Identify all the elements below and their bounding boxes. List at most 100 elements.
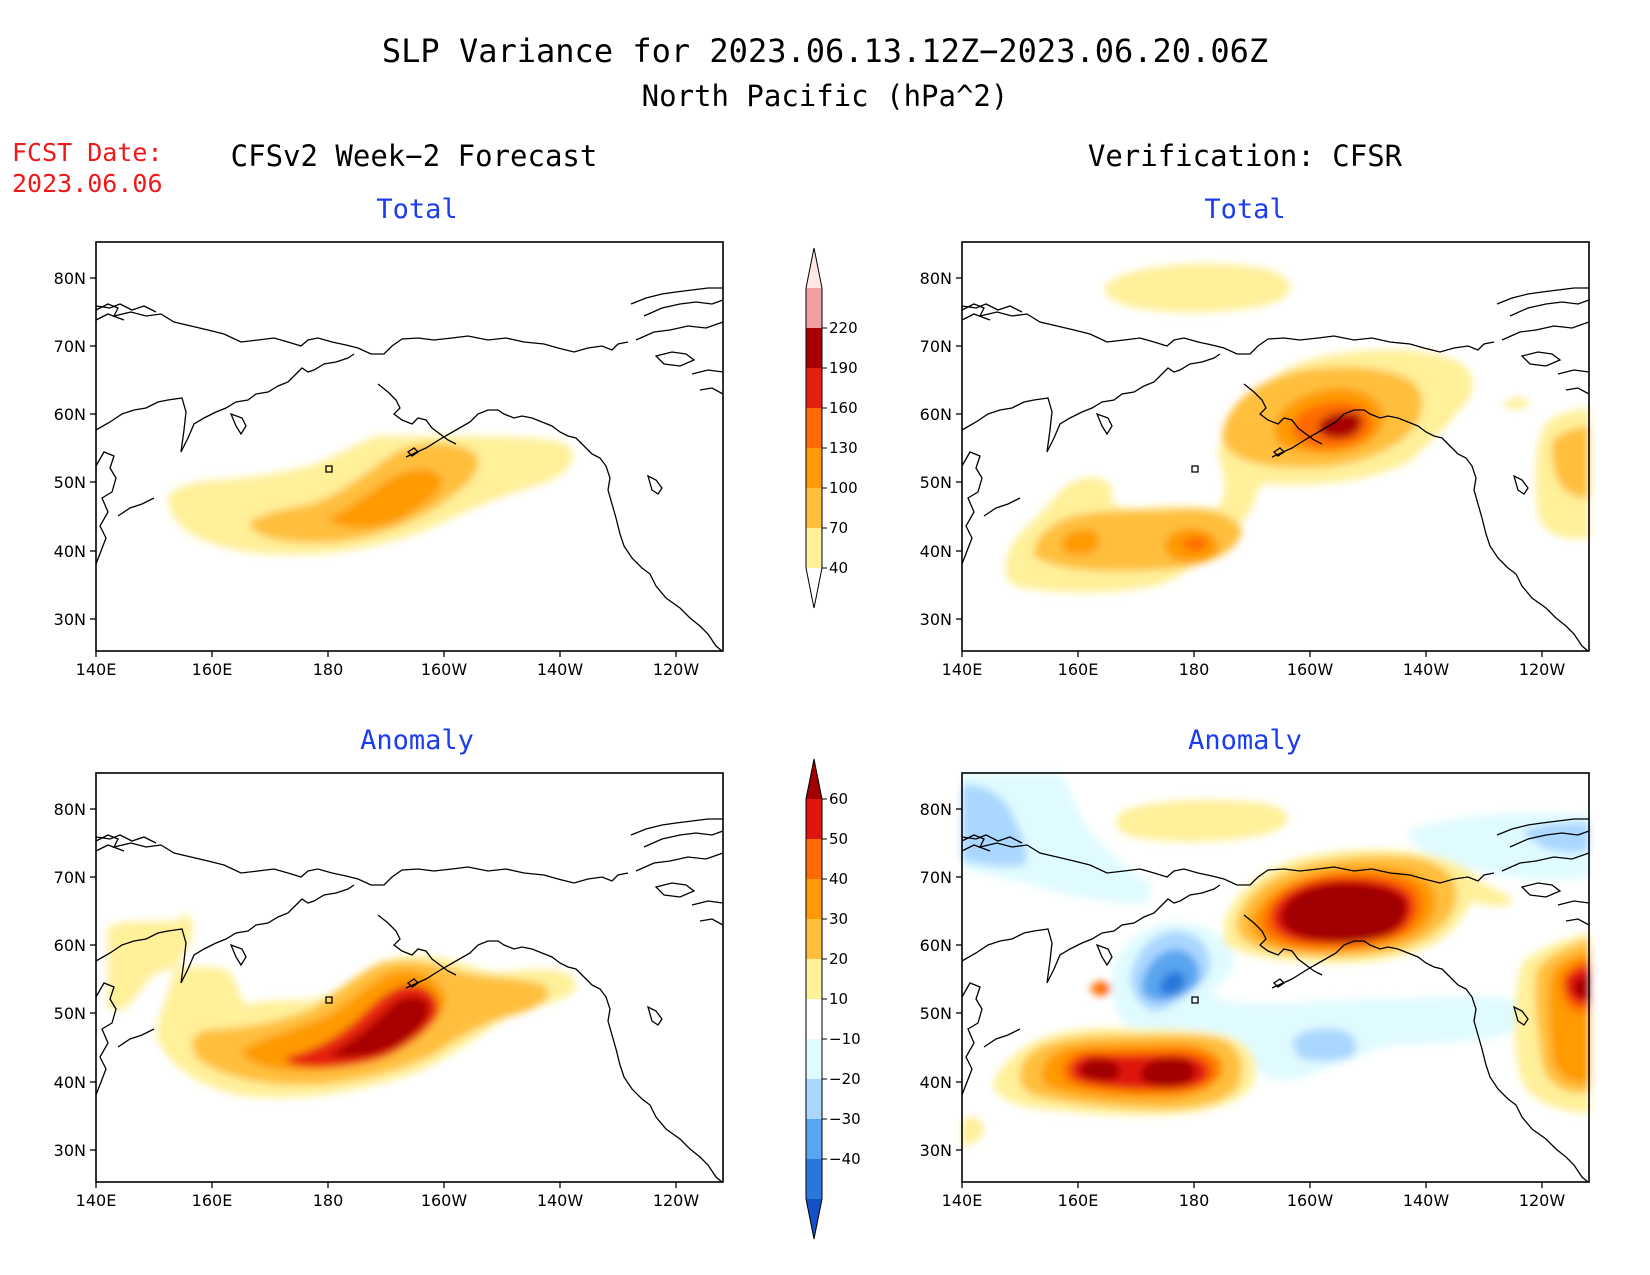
lat-tick-label: 60N [920, 405, 952, 424]
colorbar-anomaly-low-extend [806, 1199, 822, 1239]
colorbar-anomaly-label: 30 [829, 910, 848, 928]
map-panel-verification-total [961, 241, 1590, 652]
colorbar-anomaly-label: −20 [829, 1070, 861, 1088]
fcst-date-value: 2023.06.06 [12, 169, 163, 198]
shading-verification-anomaly [962, 773, 1589, 1145]
colorbar-anomaly-label: 20 [829, 950, 848, 968]
map-panel-forecast-total [95, 241, 724, 652]
colorbar-total-swatch [806, 368, 822, 408]
lon-tick-label: 180 [313, 660, 344, 679]
colorbar-anomaly-swatch [806, 879, 822, 919]
lat-tick-label: 80N [920, 800, 952, 819]
colorbar-total-label: 160 [829, 399, 858, 417]
fcst-date-label: FCST Date: [12, 138, 163, 167]
colorbar-anomaly-swatch [806, 1079, 822, 1119]
colorbar-total-swatch [806, 328, 822, 368]
lat-tick-label: 50N [920, 473, 952, 492]
lat-tick-label: 70N [920, 337, 952, 356]
lat-tick-label: 30N [920, 1141, 952, 1160]
lat-tick-label: 40N [920, 1073, 952, 1092]
lat-tick-label: 30N [54, 1141, 86, 1160]
figure-title: SLP Variance for 2023.06.13.12Z−2023.06.… [382, 32, 1268, 70]
colorbar-total-label: 100 [829, 479, 858, 497]
lon-tick-label: 180 [313, 1191, 344, 1210]
lat-tick-label: 30N [920, 610, 952, 629]
lon-tick-label: 160E [192, 660, 233, 679]
lat-tick-label: 60N [54, 936, 86, 955]
lon-tick-label: 120W [653, 660, 700, 679]
shading-forecast-anomaly [108, 914, 576, 1098]
map-panel-forecast-anomaly [95, 772, 724, 1183]
lon-tick-label: 140E [76, 1191, 117, 1210]
lon-tick-label: 160E [1058, 1191, 1099, 1210]
colorbar-anomaly-swatch [806, 999, 822, 1039]
lon-tick-label: 140W [1403, 660, 1450, 679]
lon-tick-label: 140W [1403, 1191, 1450, 1210]
colorbar-anomaly-swatch [806, 959, 822, 999]
map-frame-forecast-total [95, 241, 724, 652]
colorbar-anomaly-swatch [806, 1039, 822, 1079]
colorbar-anomaly-label: −40 [829, 1150, 861, 1168]
colorbar-total-high-extend [806, 248, 822, 288]
lat-tick-label: 80N [54, 800, 86, 819]
panel-label-forecast-anomaly: Anomaly [360, 725, 474, 756]
map-frame-verification-anomaly [961, 772, 1590, 1183]
lat-tick-label: 80N [920, 269, 952, 288]
colorbar-anomaly-label: 10 [829, 990, 848, 1008]
colorbar-anomaly-label: 40 [829, 870, 848, 888]
lon-tick-label: 140E [942, 1191, 983, 1210]
panel-label-verification-total: Total [1204, 194, 1285, 225]
lat-tick-label: 80N [54, 269, 86, 288]
colorbar-total-swatch [806, 408, 822, 448]
lon-tick-label: 120W [1519, 660, 1566, 679]
map-panel-verification-anomaly [961, 772, 1590, 1183]
colorbar-anomaly-high-extend [806, 759, 822, 799]
lat-tick-label: 50N [920, 1004, 952, 1023]
lon-tick-label: 120W [1519, 1191, 1566, 1210]
colorbar-anomaly-swatch [806, 1119, 822, 1159]
colorbar-anomaly: 60 50 40 30 20 10 −10 −20 −30 −40 [805, 758, 861, 1240]
lat-tick-label: 40N [54, 542, 86, 561]
colorbar-anomaly-label: 50 [829, 830, 848, 848]
colorbar-anomaly-label: −30 [829, 1110, 861, 1128]
colorbar-anomaly-swatch [806, 1159, 822, 1199]
panel-label-forecast-total: Total [376, 194, 457, 225]
lon-tick-label: 120W [653, 1191, 700, 1210]
lon-tick-label: 160W [1287, 1191, 1334, 1210]
colorbar-total-label: 70 [829, 519, 848, 537]
lat-tick-label: 70N [920, 868, 952, 887]
lat-tick-label: 50N [54, 473, 86, 492]
lon-tick-label: 180 [1179, 660, 1210, 679]
lon-tick-label: 160W [421, 1191, 468, 1210]
lon-tick-label: 140E [76, 660, 117, 679]
colorbar-total-swatch [806, 288, 822, 328]
column-title-verification: Verification: CFSR [1088, 139, 1403, 173]
lat-tick-label: 60N [920, 936, 952, 955]
colorbar-total-low-extend [805, 567, 823, 609]
shading-forecast-total [168, 436, 573, 555]
axis-tick-layer: 80N 70N 60N 50N 40N 30N 140E 160E 180 160W 140W 120… [54, 269, 1566, 1210]
colorbar-anomaly-swatch [806, 919, 822, 959]
lon-tick-label: 140W [537, 1191, 584, 1210]
colorbar-total-label: 40 [829, 559, 848, 577]
map-frame-forecast-anomaly [95, 772, 724, 1183]
panel-label-verification-anomaly: Anomaly [1188, 725, 1302, 756]
colorbar-anomaly-swatch [806, 799, 822, 839]
lat-tick-label: 30N [54, 610, 86, 629]
colorbar-anomaly-label: 60 [829, 790, 848, 808]
lat-tick-label: 70N [54, 337, 86, 356]
lon-tick-label: 160E [192, 1191, 233, 1210]
colorbar-anomaly-swatch [806, 839, 822, 879]
colorbar-total-label: 220 [829, 319, 858, 337]
lat-tick-label: 40N [920, 542, 952, 561]
lon-tick-label: 140W [537, 660, 584, 679]
lon-tick-label: 160W [1287, 660, 1334, 679]
figure-subtitle: North Pacific (hPa^2) [642, 79, 1009, 113]
lat-tick-label: 50N [54, 1004, 86, 1023]
lon-tick-label: 160W [421, 660, 468, 679]
lat-tick-label: 40N [54, 1073, 86, 1092]
lon-tick-label: 180 [1179, 1191, 1210, 1210]
column-title-forecast: CFSv2 Week−2 Forecast [231, 139, 598, 173]
lat-tick-label: 60N [54, 405, 86, 424]
